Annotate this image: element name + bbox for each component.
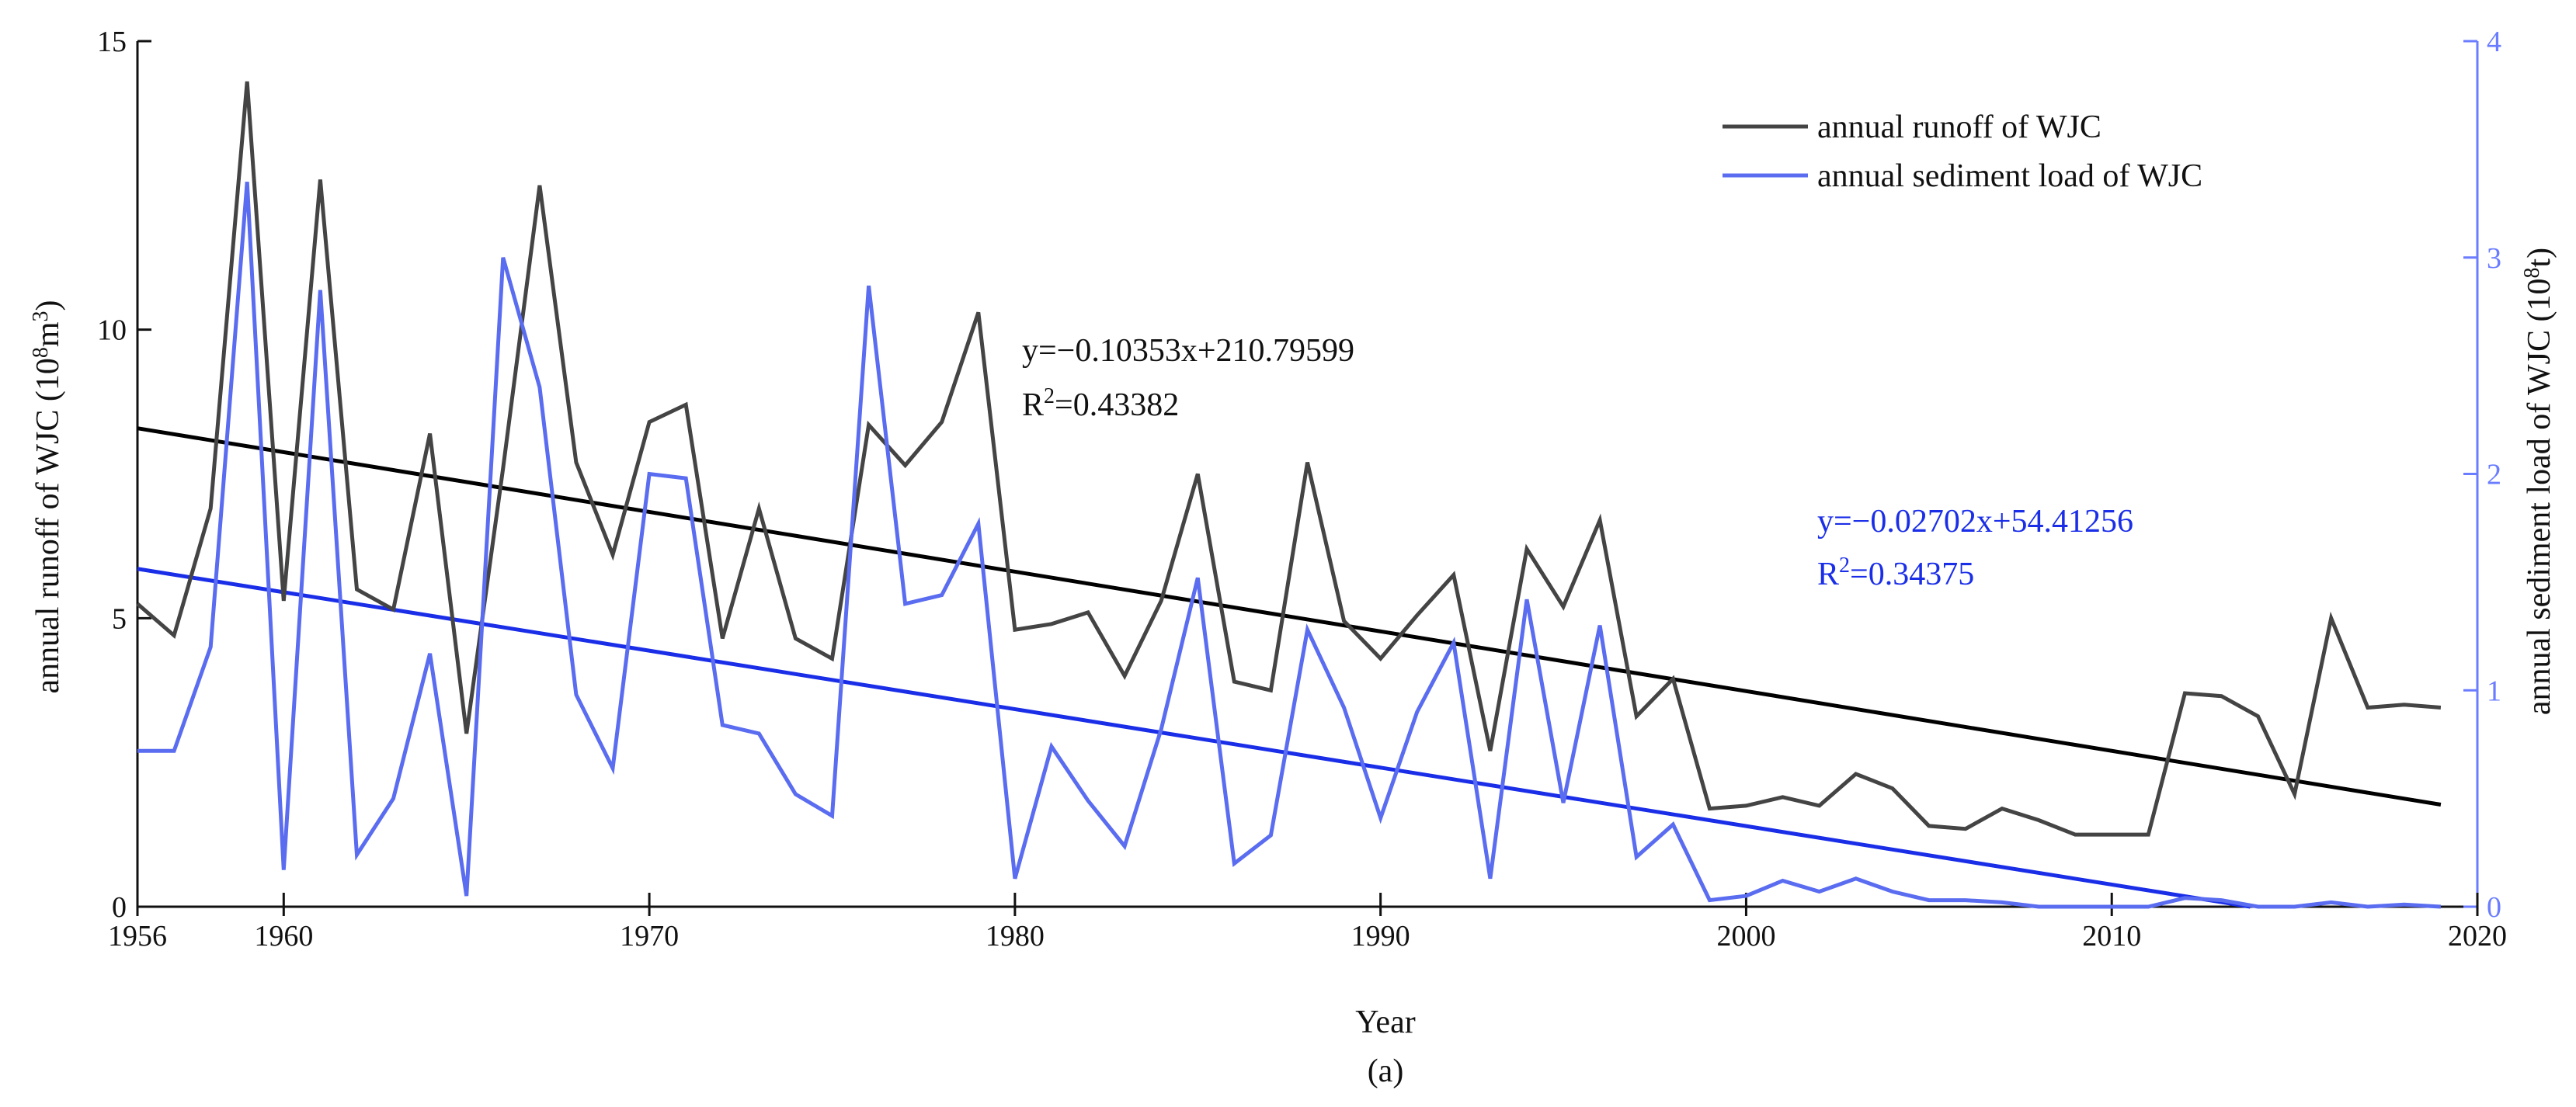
right-y-tick-label: 1: [2487, 675, 2501, 707]
legend: annual runoff of WJC annual sediment loa…: [1723, 109, 2202, 194]
left-axis-title: annual runoff of WJC (108m3): [29, 300, 66, 693]
sediment-series-line: [137, 182, 2442, 909]
runoff-trend-r2: R2=0.43382: [1022, 384, 1179, 423]
sediment-trend-annotation: y=−0.02702x+54.41256 R2=0.34375: [1817, 504, 2133, 592]
sediment-trend-line: [137, 567, 2251, 909]
runoff-trend-equation: y=−0.10353x+210.79599: [1022, 333, 1354, 369]
x-tick-label: 2000: [1716, 920, 1775, 953]
right-y-tick-label: 2: [2487, 459, 2501, 491]
runoff-trend-line: [137, 426, 2442, 807]
left-y-tick-label: 0: [112, 891, 127, 924]
figure-caption: (a): [1368, 1053, 1404, 1089]
left-y-tick-label: 15: [97, 26, 127, 58]
legend-label-sediment: annual sediment load of WJC: [1817, 158, 2202, 194]
plot-area: 0 5 10 15 0 1 2 3 4 1956 1960 1970 1980 1990 2000 2010 2…: [97, 26, 2507, 953]
x-tick-label: 1970: [620, 920, 679, 953]
left-y-tick-label: 10: [97, 314, 127, 347]
right-y-tick-label: 4: [2487, 26, 2501, 58]
x-tick-label: 1960: [254, 920, 313, 953]
x-tick-label: 2020: [2448, 920, 2507, 953]
legend-label-runoff: annual runoff of WJC: [1817, 109, 2101, 145]
right-y-tick-label: 0: [2487, 891, 2501, 924]
left-y-tick-label: 5: [112, 602, 127, 635]
sediment-trend-r2: R2=0.34375: [1817, 554, 1974, 592]
x-tick-label: 2010: [2082, 920, 2141, 953]
runoff-trend-annotation: y=−0.10353x+210.79599 R2=0.43382: [1022, 333, 1354, 423]
x-tick-label: 1980: [986, 920, 1045, 953]
right-y-tick-label: 3: [2487, 242, 2501, 275]
x-tick-label: 1990: [1351, 920, 1410, 953]
x-axis-title: Year: [1355, 1005, 1415, 1040]
right-axis-title: annual sediment load of WJC (108t): [2520, 248, 2557, 715]
x-tick-label: 1956: [108, 920, 167, 953]
sediment-trend-equation: y=−0.02702x+54.41256: [1817, 504, 2133, 540]
